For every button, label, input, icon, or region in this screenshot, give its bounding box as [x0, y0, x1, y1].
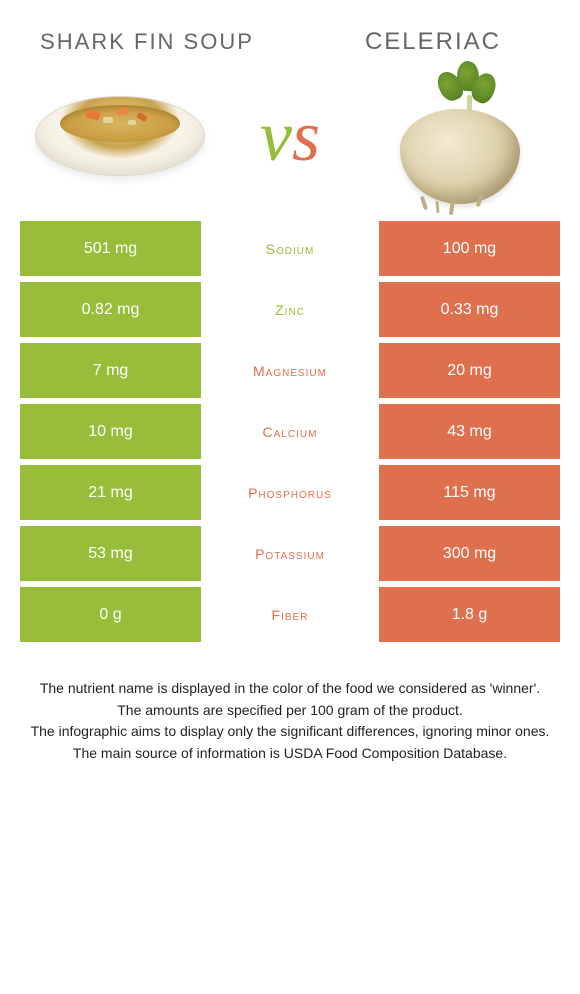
- nutrient-table: 501 mgSodium100 mg 0.82 mgZinc0.33 mg 7 mg…: [0, 221, 580, 642]
- right-value: 115 mg: [379, 465, 560, 520]
- right-food-title: Celeriac: [316, 28, 550, 56]
- nutrient-name: Potassium: [204, 526, 376, 581]
- right-value: 100 mg: [379, 221, 560, 276]
- footnotes: The nutrient name is displayed in the co…: [0, 648, 580, 765]
- right-value: 300 mg: [379, 526, 560, 581]
- table-row: 7 mgMagnesium20 mg: [20, 343, 560, 398]
- nutrient-name: Magnesium: [204, 343, 376, 398]
- left-value: 10 mg: [20, 404, 201, 459]
- table-row: 53 mgPotassium300 mg: [20, 526, 560, 581]
- table-row: 501 mgSodium100 mg: [20, 221, 560, 276]
- header: Shark Fin Soup Celeriac: [0, 0, 580, 66]
- food-images-row: vs: [0, 66, 580, 221]
- celeriac-illustration: [390, 61, 530, 211]
- nutrient-name: Fiber: [204, 587, 376, 642]
- table-row: 10 mgCalcium43 mg: [20, 404, 560, 459]
- left-value: 7 mg: [20, 343, 201, 398]
- nutrient-name: Calcium: [204, 404, 376, 459]
- right-value: 1.8 g: [379, 587, 560, 642]
- nutrient-name: Zinc: [204, 282, 376, 337]
- left-food-title: Shark Fin Soup: [30, 28, 264, 56]
- right-food-image: [370, 71, 550, 201]
- vs-v: v: [260, 96, 292, 176]
- left-value: 0 g: [20, 587, 201, 642]
- footnote-line: The amounts are specified per 100 gram o…: [20, 700, 560, 722]
- soup-bowl-illustration: [35, 96, 205, 176]
- footnote-line: The main source of information is USDA F…: [20, 743, 560, 765]
- vs-s: s: [292, 96, 320, 176]
- nutrient-name: Phosphorus: [204, 465, 376, 520]
- left-value: 53 mg: [20, 526, 201, 581]
- footnote-line: The infographic aims to display only the…: [20, 721, 560, 743]
- left-value: 0.82 mg: [20, 282, 201, 337]
- left-value: 21 mg: [20, 465, 201, 520]
- table-row: 21 mgPhosphorus115 mg: [20, 465, 560, 520]
- left-value: 501 mg: [20, 221, 201, 276]
- vs-label: vs: [260, 100, 320, 172]
- footnote-line: The nutrient name is displayed in the co…: [20, 678, 560, 700]
- table-row: 0.82 mgZinc0.33 mg: [20, 282, 560, 337]
- right-value: 0.33 mg: [379, 282, 560, 337]
- right-value: 43 mg: [379, 404, 560, 459]
- nutrient-name: Sodium: [204, 221, 376, 276]
- left-food-image: [30, 71, 210, 201]
- right-value: 20 mg: [379, 343, 560, 398]
- table-row: 0 gFiber1.8 g: [20, 587, 560, 642]
